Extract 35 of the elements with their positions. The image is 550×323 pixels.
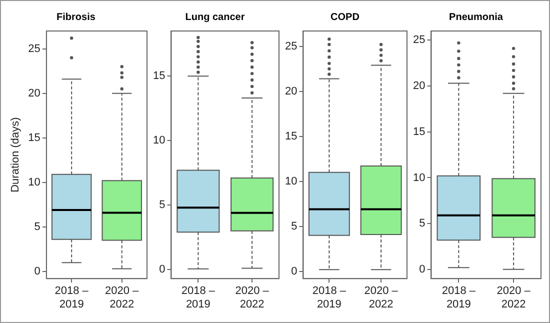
y-tick-label: 25 — [412, 34, 426, 46]
x-tick-label: 2020 – 2022 — [235, 285, 270, 310]
y-tick-label: 0 — [159, 264, 166, 276]
x-tick-label: 2018 – 2019 — [54, 285, 90, 310]
y-tick-label: 5 — [34, 220, 40, 233]
y-tick-label: 20 — [28, 87, 40, 100]
y-tick-label: 25 — [284, 40, 298, 52]
y-tick-label: 15 — [28, 132, 40, 144]
y-tick-label: 0 — [291, 265, 298, 278]
chart-title: COPD — [330, 12, 360, 23]
y-tick-label: 5 — [419, 218, 426, 230]
x-tick-label: 2020 – 2022 — [496, 285, 532, 310]
y-axis-title: Duration (days) — [10, 117, 22, 192]
y-tick-label: 0 — [419, 263, 426, 276]
y-tick-label: 20 — [284, 85, 298, 98]
chart-title: Fibrosis — [56, 12, 96, 23]
y-tick-label: 10 — [152, 134, 166, 147]
y-tick-label: 0 — [34, 266, 40, 278]
chart-title: Lung cancer — [185, 12, 245, 23]
y-tick-label: 15 — [412, 126, 426, 138]
y-tick-label: 15 — [152, 70, 166, 82]
y-tick-label: 15 — [284, 130, 298, 142]
y-tick-label: 5 — [291, 220, 298, 232]
y-tick-label: 10 — [412, 172, 426, 184]
y-tick-label: 25 — [28, 42, 40, 55]
y-tick-label: 20 — [412, 80, 426, 92]
chart-title: Pneumonia — [449, 12, 504, 23]
x-tick-label: 2018 – 2019 — [312, 285, 347, 310]
y-tick-label: 10 — [28, 176, 40, 188]
x-tick-label: 2018 – 2019 — [442, 285, 476, 310]
y-tick-label: 10 — [284, 175, 298, 188]
y-tick-label: 5 — [159, 199, 166, 212]
x-tick-label: 2020 – 2022 — [364, 285, 399, 310]
x-tick-label: 2020 – 2022 — [105, 285, 140, 310]
x-tick-label: 2018 – 2019 — [181, 285, 216, 310]
